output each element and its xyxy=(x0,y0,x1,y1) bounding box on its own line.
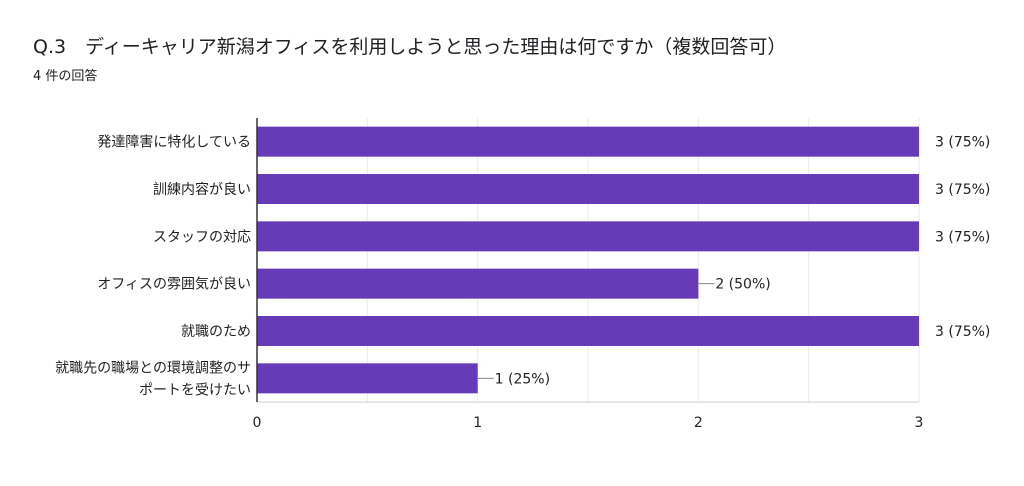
category-label: 就職のため xyxy=(181,324,251,340)
data-label: 1 (25%) xyxy=(495,371,550,387)
bar xyxy=(257,174,919,204)
x-tick-label: 2 xyxy=(694,415,703,431)
data-label: 2 (50%) xyxy=(715,277,770,293)
category-label: ポートを受けたい xyxy=(139,382,251,398)
bar xyxy=(257,316,919,346)
category-label: スタッフの対応 xyxy=(153,229,251,245)
data-label: 3 (75%) xyxy=(935,135,990,151)
data-label: 3 (75%) xyxy=(935,324,990,340)
bar xyxy=(257,363,478,394)
category-label: 就職先の職場との環境調整のサ xyxy=(55,360,251,376)
data-label: 3 (75%) xyxy=(935,229,990,245)
response-count: 4 件の回答 xyxy=(33,69,98,84)
bar xyxy=(257,268,699,299)
x-tick-label: 3 xyxy=(915,415,924,431)
x-tick-label: 0 xyxy=(253,415,262,431)
category-label: 発達障害に特化している xyxy=(97,135,251,151)
category-label: オフィスの雰囲気が良い xyxy=(97,277,251,293)
category-label: 訓練内容が良い xyxy=(153,181,251,198)
data-label: 3 (75%) xyxy=(935,182,990,198)
x-tick-label: 1 xyxy=(473,415,482,431)
question-title: Q.3 ディーキャリア新潟オフィスを利用しようと思った理由は何ですか（複数回答可… xyxy=(33,36,787,58)
bar xyxy=(257,221,919,252)
bar xyxy=(257,126,919,157)
